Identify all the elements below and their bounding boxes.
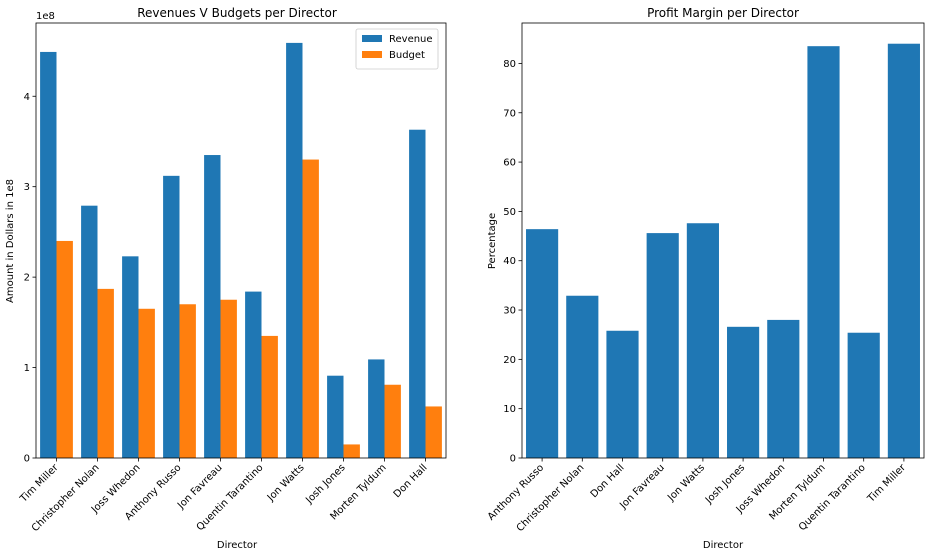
y-axis-label: Percentage: [487, 213, 498, 269]
y-tick-label: 3: [24, 182, 30, 193]
bar-christopher-nolan: [566, 295, 599, 458]
bar-budget-tim-miller: [56, 240, 73, 458]
y-tick-label: 80: [503, 59, 516, 70]
bar-budget-jon-watts: [302, 159, 319, 458]
x-tick-label: Jon Watts: [665, 462, 707, 504]
y-axis-label: Amount in Dollars in 1e8: [5, 179, 16, 303]
bar-budget-quentin-tarantino: [261, 335, 278, 458]
bar-budget-jon-favreau: [220, 299, 237, 458]
x-axis-label: Director: [217, 540, 258, 551]
chart-title: Profit Margin per Director: [647, 6, 799, 20]
bar-revenue-jon-watts: [286, 42, 303, 458]
bar-jon-watts: [686, 223, 719, 458]
y-tick-label: 0: [24, 454, 30, 465]
x-tick-label: Josh Jones: [703, 462, 747, 506]
y-tick-label: 4: [24, 92, 30, 103]
bar-josh-jones: [727, 326, 760, 458]
bar-budget-joss-whedon: [138, 308, 155, 458]
bar-revenue-christopher-nolan: [81, 205, 98, 458]
x-tick-label: Tim Miller: [865, 462, 909, 506]
x-tick-label: Quentin Tarantino: [797, 462, 868, 533]
bar-revenue-jon-favreau: [204, 155, 221, 458]
x-tick-label: Christopher Nolan: [30, 462, 102, 534]
y-tick-label: 40: [503, 256, 516, 267]
bar-revenue-don-hall: [409, 129, 426, 458]
chart-title: Revenues V Budgets per Director: [137, 6, 337, 20]
bar-morten-tyldum: [807, 46, 840, 459]
bar-tim-miller: [887, 43, 920, 458]
y-tick-label: 60: [503, 158, 516, 169]
y-tick-label: 1: [24, 363, 30, 374]
y-tick-label: 0: [510, 454, 516, 465]
bar-revenue-tim-miller: [40, 51, 57, 459]
x-tick-label: Don Hall: [589, 462, 627, 500]
revenue-budget-chart: Revenues V Budgets per Director 1e8 Amou…: [5, 6, 447, 551]
bar-anthony-russo: [526, 229, 559, 458]
plot-frame: [521, 22, 925, 459]
bar-budget-don-hall: [425, 406, 442, 458]
y-tick-label: 50: [503, 207, 516, 218]
bar-quentin-tarantino: [847, 332, 880, 458]
bar-budget-anthony-russo: [179, 304, 196, 458]
legend-swatch-budget: [362, 51, 382, 58]
x-tick-label: Jon Watts: [265, 462, 307, 504]
bar-don-hall: [606, 330, 639, 458]
x-axis-label: Director: [703, 540, 744, 551]
plot-frame: [35, 22, 447, 459]
bar-budget-josh-jones: [343, 444, 360, 458]
legend-label-revenue: Revenue: [389, 34, 433, 45]
bar-joss-whedon: [767, 319, 800, 458]
x-tick-label: Josh Jones: [303, 462, 347, 506]
legend-swatch-revenue: [362, 35, 382, 42]
profit-margin-chart: Profit Margin per Director Percentage Di…: [486, 6, 925, 551]
y-tick-label: 70: [503, 108, 516, 119]
y-tick-label: 30: [503, 306, 516, 317]
bar-budget-christopher-nolan: [97, 288, 114, 458]
bar-revenue-josh-jones: [327, 375, 344, 458]
y-tick-label: 10: [503, 404, 516, 415]
bar-revenue-morten-tyldum: [368, 359, 385, 458]
legend-label-budget: Budget: [389, 50, 425, 61]
x-tick-label: Christopher Nolan: [515, 462, 587, 534]
bar-revenue-quentin-tarantino: [245, 291, 262, 458]
x-tick-label: Don Hall: [392, 462, 430, 500]
y-offset-text: 1e8: [36, 11, 55, 22]
y-tick-label: 20: [503, 355, 516, 366]
y-tick-label: 2: [24, 273, 30, 284]
bar-revenue-anthony-russo: [163, 175, 180, 459]
x-tick-label: Tim Miller: [18, 462, 62, 506]
bar-revenue-joss-whedon: [122, 256, 139, 458]
bar-jon-favreau: [646, 233, 679, 458]
bar-budget-morten-tyldum: [384, 384, 401, 458]
